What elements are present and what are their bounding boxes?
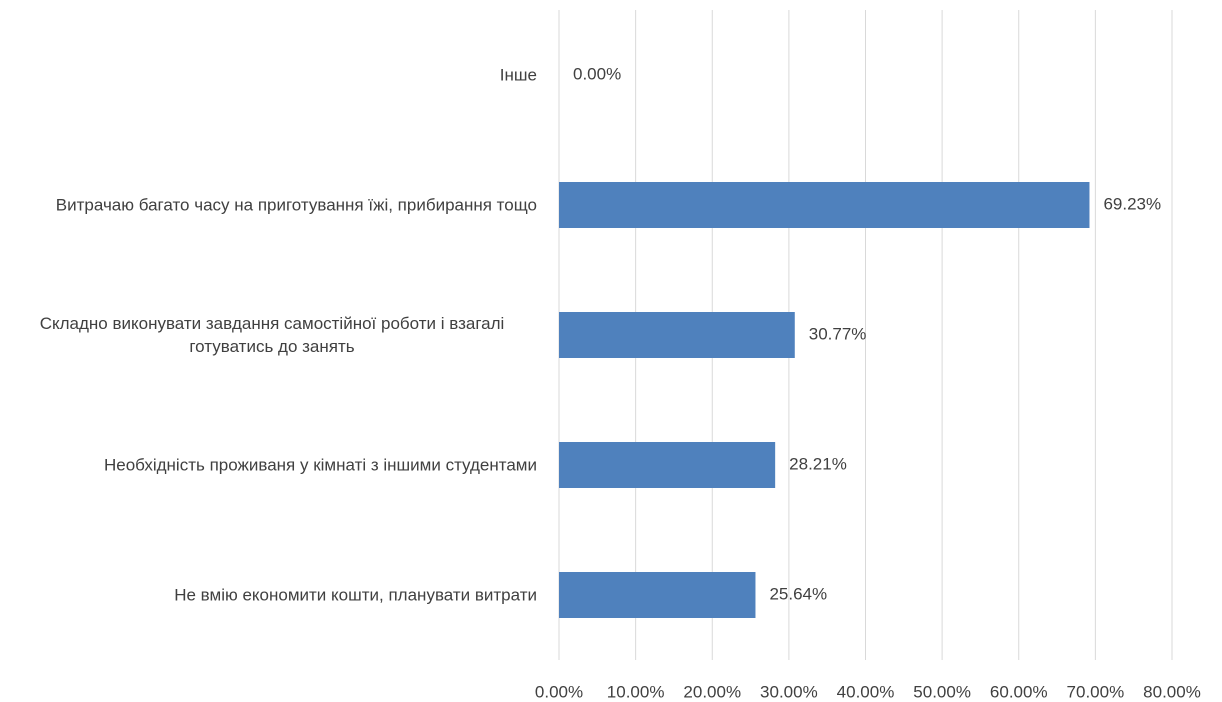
- x-tick-label: 60.00%: [990, 682, 1048, 701]
- category-label: Складно виконувати завдання самостійної …: [39, 314, 505, 356]
- category-label: Інше: [499, 65, 537, 85]
- category-label: Не вмію економити кошти, планувати витра…: [174, 585, 537, 605]
- bar: [559, 442, 776, 488]
- x-tick-label: 30.00%: [760, 682, 818, 701]
- x-tick-label: 70.00%: [1067, 682, 1125, 701]
- value-label: 0.00%: [573, 64, 621, 83]
- value-label: 25.64%: [769, 584, 827, 603]
- bar: [559, 572, 756, 618]
- x-tick-label: 10.00%: [607, 682, 665, 701]
- value-label: 69.23%: [1103, 194, 1161, 213]
- bar: [559, 312, 795, 358]
- x-tick-label: 40.00%: [837, 682, 895, 701]
- x-tick-label: 20.00%: [683, 682, 741, 701]
- category-label: Витрачаю багато часу на приготування їжі…: [55, 195, 537, 215]
- x-tick-label: 50.00%: [913, 682, 971, 701]
- value-label: 30.77%: [809, 324, 867, 343]
- x-tick-label: 0.00%: [535, 682, 583, 701]
- category-label: Необхідність проживаня у кімнаті з іншим…: [103, 455, 537, 475]
- bar: [559, 182, 1090, 228]
- x-tick-label: 80.00%: [1143, 682, 1201, 701]
- value-label: 28.21%: [789, 454, 847, 473]
